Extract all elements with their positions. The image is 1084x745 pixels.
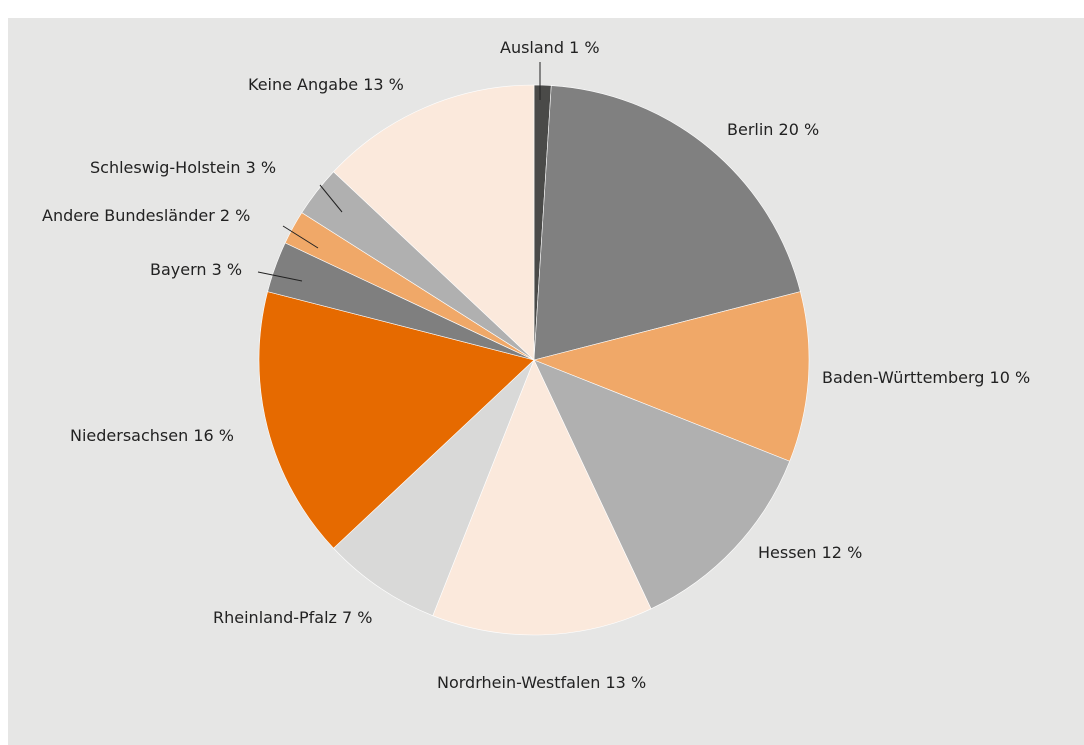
category-name: Hessen <box>758 543 817 562</box>
pie-slice <box>533 85 801 361</box>
value-label: 7 % <box>342 608 372 627</box>
value-label: 2 % <box>220 206 250 225</box>
leader-line <box>282 225 319 249</box>
category-name: Keine Angabe <box>248 75 358 94</box>
value-label: 1 % <box>569 38 599 57</box>
category-name: Bayern <box>150 260 207 279</box>
value-label: 3 % <box>246 158 276 177</box>
category-name: Berlin <box>727 120 773 139</box>
category-name: Schleswig-Holstein <box>90 158 240 177</box>
slice-label: Ausland 1 % <box>500 38 600 57</box>
pie-slice <box>533 359 791 610</box>
category-name: Rheinland-Pfalz <box>213 608 337 627</box>
pie-slice <box>258 291 535 549</box>
category-name: Niedersachsen <box>70 426 188 445</box>
value-label: 16 % <box>193 426 234 445</box>
slice-label: Rheinland-Pfalz 7 % <box>213 608 373 627</box>
value-label: 13 % <box>363 75 404 94</box>
leader-line <box>319 184 343 213</box>
value-label: 10 % <box>990 368 1031 387</box>
category-name: Ausland <box>500 38 564 57</box>
pie-slice <box>333 84 535 361</box>
category-name: Andere Bundesländer <box>42 206 215 225</box>
slice-label: Schleswig-Holstein 3 % <box>90 158 276 177</box>
category-name: Nordrhein-Westfalen <box>437 673 600 692</box>
value-label: 12 % <box>822 543 863 562</box>
slice-label: Bayern 3 % <box>150 260 242 279</box>
slice-label: Nordrhein-Westfalen 13 % <box>437 673 646 692</box>
slice-label: Keine Angabe 13 % <box>248 75 404 94</box>
pie-slice <box>333 359 535 617</box>
pie-slice <box>533 291 810 462</box>
value-label: 3 % <box>212 260 242 279</box>
value-label: 13 % <box>606 673 647 692</box>
pie-slice <box>432 359 652 636</box>
slice-label: Niedersachsen 16 % <box>70 426 234 445</box>
slice-label: Hessen 12 % <box>758 543 862 562</box>
value-label: 20 % <box>779 120 820 139</box>
slice-label: Berlin 20 % <box>727 120 819 139</box>
category-name: Baden-Württemberg <box>822 368 984 387</box>
slice-label: Baden-Württemberg 10 % <box>822 368 1030 387</box>
leader-line <box>257 271 303 282</box>
slice-label: Andere Bundesländer 2 % <box>42 206 250 225</box>
